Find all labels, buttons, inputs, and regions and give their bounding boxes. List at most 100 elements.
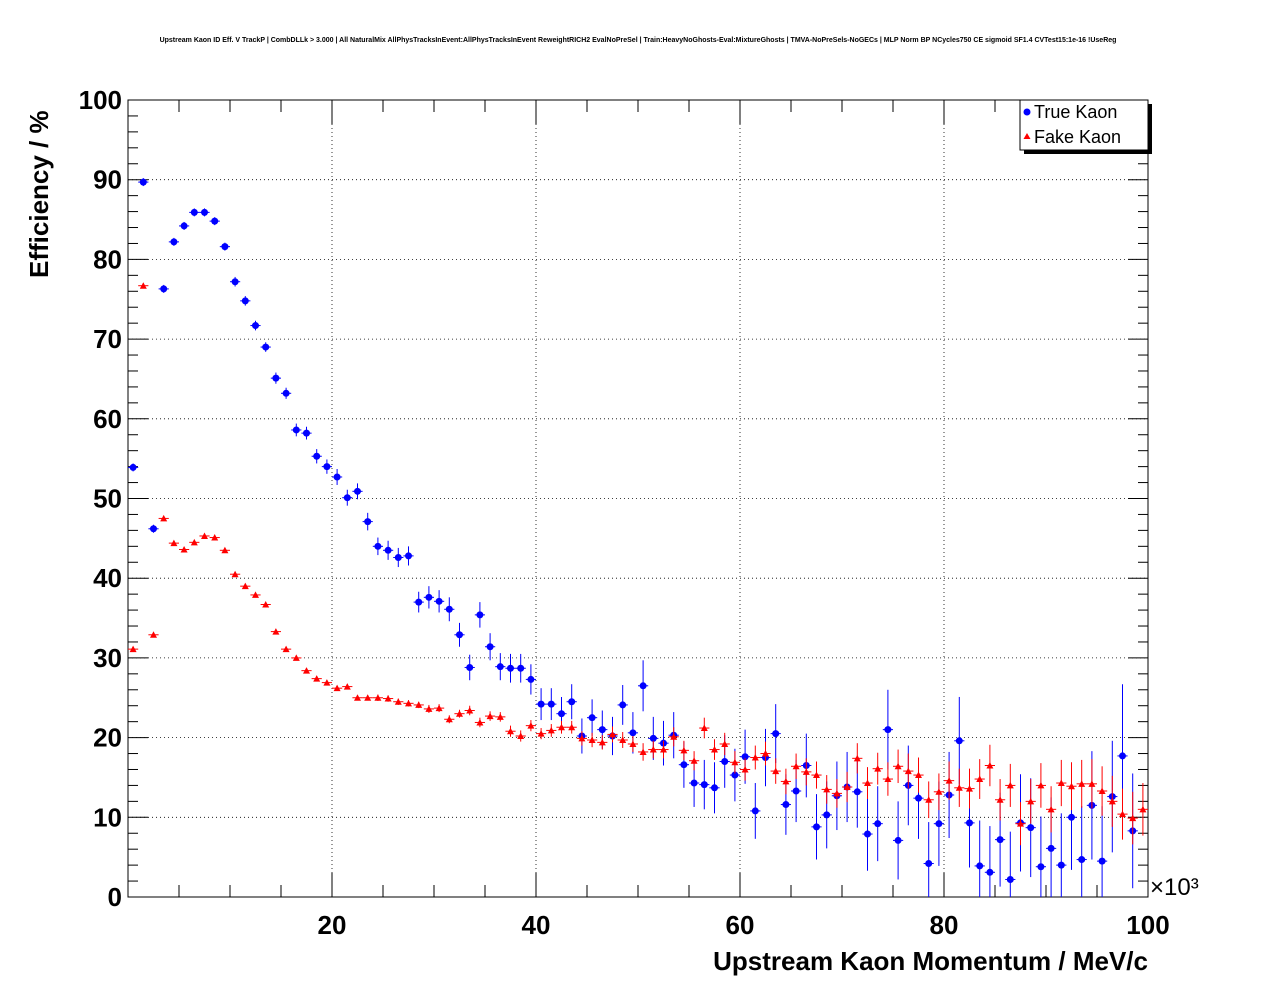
marker-circle	[1027, 824, 1035, 832]
y-tick-label: 40	[93, 563, 122, 593]
marker-triangle	[129, 645, 137, 653]
marker-triangle	[221, 546, 229, 554]
data-point	[209, 534, 220, 541]
marker-triangle	[762, 750, 769, 757]
marker-circle	[241, 297, 249, 305]
data-point	[189, 538, 200, 546]
marker-triangle	[966, 785, 973, 792]
data-point	[209, 217, 220, 226]
data-point	[597, 735, 608, 750]
data-point	[260, 601, 271, 608]
marker-circle	[507, 664, 514, 672]
data-point	[923, 822, 934, 897]
y-tick-label: 60	[93, 404, 122, 434]
x-tick-label: 20	[318, 910, 347, 940]
data-point	[260, 342, 271, 352]
marker-circle	[303, 429, 310, 437]
y-tick-labels: 0 10 20 30 40 50 60 70 80 90 100	[79, 85, 122, 912]
marker-triangle	[507, 727, 514, 735]
marker-triangle	[1139, 805, 1147, 813]
marker-triangle	[609, 730, 616, 738]
y-tick-label: 0	[108, 882, 122, 912]
data-point	[240, 296, 251, 306]
data-series	[128, 178, 1148, 897]
data-point	[770, 758, 781, 784]
data-point	[179, 546, 190, 553]
marker-triangle	[160, 514, 168, 522]
marker-triangle	[1068, 782, 1075, 790]
data-point	[536, 688, 547, 721]
data-point	[168, 237, 179, 246]
data-point	[444, 597, 455, 622]
data-point	[158, 284, 169, 293]
data-point	[230, 570, 241, 578]
data-point	[393, 698, 404, 705]
data-point	[444, 715, 455, 724]
marker-circle	[139, 178, 147, 186]
marker-triangle	[823, 785, 831, 793]
marker-triangle	[343, 683, 351, 690]
marker-circle	[782, 801, 790, 809]
x-tick-label: 100	[1126, 910, 1169, 940]
marker-circle	[772, 730, 780, 738]
y-tick-label: 70	[93, 324, 122, 354]
marker-circle	[884, 726, 892, 734]
data-point	[852, 743, 863, 774]
marker-triangle	[496, 713, 504, 720]
data-point	[1127, 791, 1138, 845]
marker-triangle	[405, 699, 412, 707]
data-point	[199, 208, 210, 217]
marker-triangle	[466, 707, 474, 714]
marker-circle	[690, 779, 698, 787]
data-point	[1025, 779, 1036, 824]
data-point	[556, 720, 567, 734]
data-point	[760, 741, 771, 766]
marker-circle	[558, 710, 565, 718]
marker-triangle	[578, 734, 586, 742]
marker-triangle	[813, 771, 820, 779]
data-point	[281, 645, 292, 653]
data-point	[301, 667, 312, 674]
marker-circle	[629, 729, 637, 737]
marker-circle	[568, 698, 576, 706]
series-fake-kaon	[128, 282, 1148, 846]
marker-circle	[374, 542, 382, 550]
y-tick-label: 80	[93, 244, 122, 274]
marker-triangle	[1088, 780, 1096, 787]
data-point	[587, 732, 598, 748]
data-point	[729, 751, 740, 774]
marker-circle	[221, 243, 229, 251]
marker-circle	[394, 553, 402, 561]
marker-circle	[211, 217, 219, 225]
marker-triangle	[323, 679, 331, 686]
data-point	[148, 524, 159, 533]
x-tick-label: 60	[726, 910, 755, 940]
data-point	[128, 645, 139, 653]
marker-triangle	[272, 628, 280, 635]
marker-triangle	[945, 777, 953, 784]
legend-box	[1019, 99, 1149, 151]
data-point	[474, 602, 485, 628]
marker-triangle	[252, 591, 259, 598]
data-point	[882, 689, 893, 770]
y-tick-label: 30	[93, 643, 122, 673]
marker-triangle	[476, 718, 484, 726]
marker-triangle	[619, 736, 627, 743]
marker-triangle	[792, 762, 800, 770]
marker-circle	[598, 726, 606, 734]
data-point	[1097, 806, 1108, 897]
data-point	[434, 704, 445, 713]
data-point	[831, 779, 842, 808]
marker-circle	[252, 322, 259, 330]
data-point	[383, 540, 394, 560]
marker-circle	[364, 518, 372, 526]
data-point	[413, 591, 424, 613]
data-point	[1137, 783, 1148, 836]
marker-circle	[813, 823, 820, 831]
marker-circle	[496, 663, 504, 671]
data-point	[362, 512, 373, 531]
data-point	[372, 694, 383, 701]
data-point	[689, 751, 700, 771]
data-point	[974, 820, 985, 897]
data-point	[1046, 786, 1057, 833]
